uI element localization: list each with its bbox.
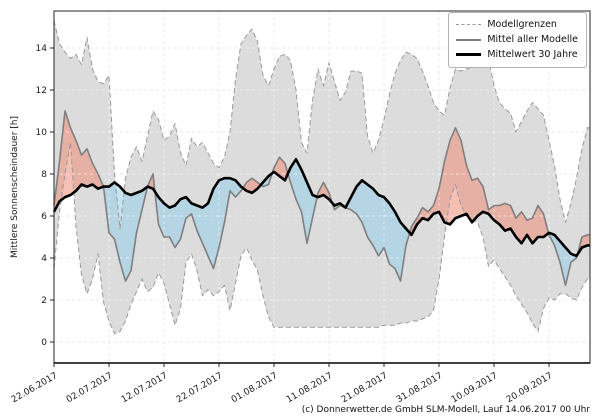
y-tick-label: 14 <box>36 44 48 54</box>
y-tick-label: 4 <box>41 254 47 264</box>
legend: Modellgrenzen Mittel aller Modelle Mitte… <box>448 12 587 68</box>
x-tick-label: 12.07.2017 <box>120 371 170 405</box>
copyright-caption: (c) Donnerwetter.de GmbH SLM-Modell, Lau… <box>301 405 590 415</box>
climate-mean-line <box>52 158 590 258</box>
anomaly-fills <box>54 111 590 286</box>
legend-label: Mittelwert 30 Jahre <box>487 49 578 60</box>
y-tick-label: 10 <box>36 128 48 138</box>
dashed-line-sample-icon <box>456 24 482 25</box>
solid-line-sample-icon <box>456 38 482 41</box>
x-tick-label: 02.07.2017 <box>65 371 115 405</box>
y-tick-label: 8 <box>41 170 47 180</box>
x-tick-label: 31.08.2017 <box>395 371 445 405</box>
x-tick-label: 21.08.2017 <box>340 371 390 405</box>
y-tick-label: 2 <box>41 296 47 306</box>
y-tick-label: 0 <box>41 338 47 348</box>
x-tick-label: 20.09.2017 <box>505 371 555 405</box>
legend-item-model-mean: Mittel aller Modelle <box>456 32 578 47</box>
upper-bound-line <box>53 20 590 230</box>
legend-item-climate-mean: Mittelwert 30 Jahre <box>456 47 578 62</box>
x-tick-label: 10.09.2017 <box>450 371 500 405</box>
model-range-band <box>54 20 590 334</box>
legend-label: Modellgrenzen <box>487 19 557 30</box>
x-tick-label: 22.06.2017 <box>10 371 60 405</box>
y-tick-label: 12 <box>36 86 47 96</box>
legend-item-model-bounds: Modellgrenzen <box>456 17 578 32</box>
y-tick-label: 6 <box>41 212 47 222</box>
x-tick-label: 01.08.2017 <box>230 371 280 405</box>
model-bounds <box>53 20 590 335</box>
envelope <box>54 20 590 334</box>
legend-label: Mittel aller Modelle <box>487 34 578 45</box>
model-mean <box>53 110 590 287</box>
thick-line-sample-icon <box>456 53 482 56</box>
climate-mean <box>52 158 590 258</box>
x-tick-label: 11.08.2017 <box>285 371 335 405</box>
model-mean-line <box>53 110 590 287</box>
above-normal-fill <box>54 111 590 256</box>
x-tick-label: 22.07.2017 <box>175 371 225 405</box>
y-axis-title: Mittlere Sonnenscheindauer [h] <box>10 116 20 258</box>
